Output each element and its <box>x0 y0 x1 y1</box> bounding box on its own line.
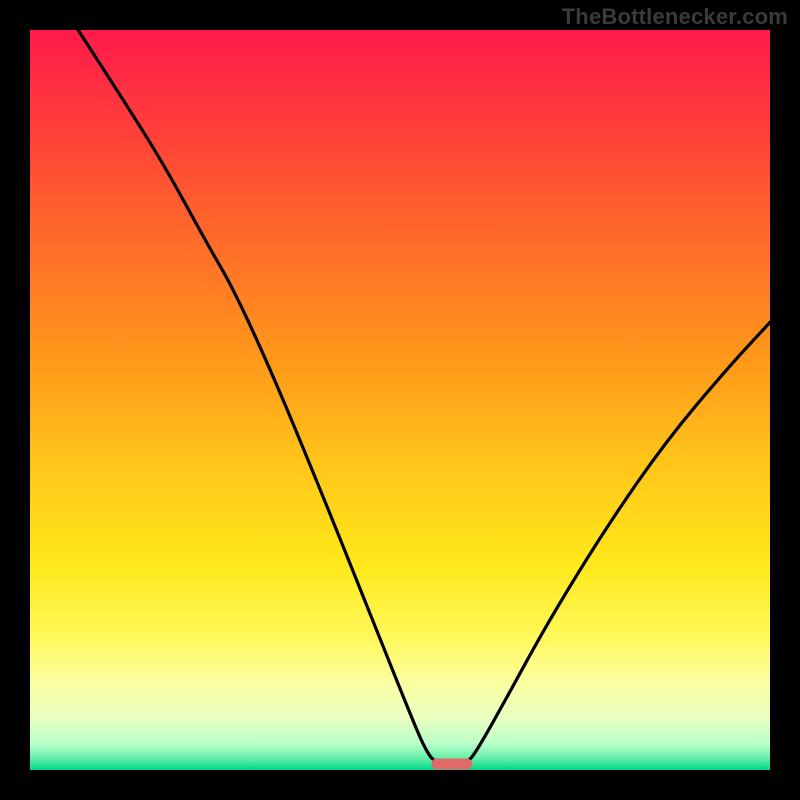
bottleneck-curve <box>78 30 770 764</box>
curve-layer <box>0 0 800 800</box>
chart-frame: TheBottlenecker.com <box>0 0 800 800</box>
watermark-text: TheBottlenecker.com <box>562 4 788 30</box>
optimal-marker <box>431 759 472 770</box>
